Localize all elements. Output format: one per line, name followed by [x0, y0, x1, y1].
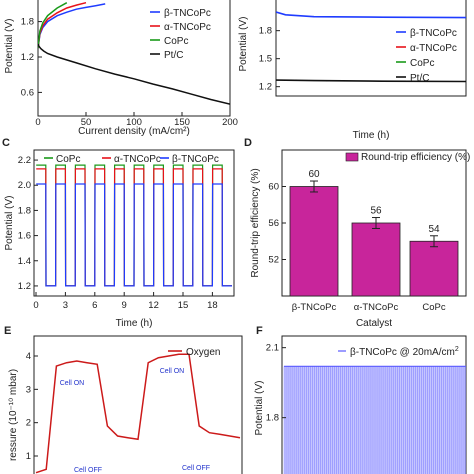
panel-c-xtick-label-6: 18	[207, 300, 218, 311]
panel-c-letter: C	[2, 137, 10, 149]
panel-b-series-line-0	[276, 11, 466, 19]
panel-a-legend-label-1: α-TNCoPc	[164, 22, 211, 33]
panel-f-ytick-label-2: 2.1	[266, 343, 279, 354]
panel-e-annotation-2: Cell OFF	[74, 467, 102, 474]
panel-c-ytick-label-1: 1.4	[18, 256, 31, 267]
panel-e-letter: E	[4, 325, 11, 337]
panel-e-ylabel: ressure (10⁻¹⁰ mbar)	[8, 369, 19, 461]
panel-c-series-line-2	[36, 183, 232, 287]
panel-b-ytick-label-1: 1.5	[259, 54, 272, 65]
panel-d-category-label-0: β-TNCoPc	[292, 302, 337, 313]
panel-a-xlabel: Current density (mA/cm²)	[78, 126, 190, 137]
panel-a-ylabel: Potential (V)	[4, 18, 15, 73]
panel-d-value-label-0: 60	[308, 169, 320, 180]
panel-c-ytick-label-4: 2.0	[18, 180, 31, 191]
panel-b-legend-label-1: α-TNCoPc	[410, 43, 457, 54]
panel-f-legend-superscript: 2	[455, 346, 459, 353]
panel-c-xlabel: Time (h)	[116, 318, 153, 329]
panel-b: 1.2 1.5 1.8 β-TNCoPc α-TNCoPc CoPc Pt/C Time …	[238, 0, 467, 141]
panel-e-annotation-1: Cell ON	[160, 368, 185, 375]
panel-c-ytick-label-0: 1.2	[18, 281, 31, 292]
panel-f-letter: F	[256, 325, 263, 337]
panel-d-ytick-label-1: 56	[268, 218, 279, 229]
panel-a-xtick-label-3: 150	[174, 117, 190, 128]
panel-b-legend-label-2: CoPc	[410, 58, 434, 69]
panel-f-ytick-label-1: 1.8	[266, 413, 279, 424]
panel-b-ylabel: Potential (V)	[238, 16, 249, 71]
panel-c-xtick-label-5: 15	[178, 300, 189, 311]
panel-a-xtick-label-2: 100	[126, 117, 142, 128]
panel-b-ytick-label-0: 1.2	[259, 82, 272, 93]
panel-f-ylabel: Potential (V)	[254, 380, 265, 435]
panel-c-legend-label-2: β-TNCoPc	[172, 154, 219, 165]
panel-b-ytick-label-2: 1.8	[259, 26, 272, 37]
panel-c-legend-label-0: CoPc	[56, 154, 80, 165]
panel-c-ytick-label-3: 1.8	[18, 205, 31, 216]
panel-c-legend-label-1: α-TNCoPc	[114, 154, 161, 165]
panel-a-ytick-label-1: 1.2	[21, 52, 34, 63]
panel-c-xtick-label-0: 0	[33, 300, 38, 311]
panel-f-legend-label: β-TNCoPc @ 20mA/cm2	[350, 346, 459, 358]
panel-a-xtick-label-1: 50	[81, 117, 92, 128]
panel-e-oxygen-line	[35, 353, 241, 474]
panel-a-legend-label-0: β-TNCoPc	[164, 8, 211, 19]
panel-c-xtick-label-3: 9	[122, 300, 127, 311]
panel-b-xlabel: Time (h)	[353, 130, 390, 141]
panel-c-xtick-label-4: 12	[148, 300, 159, 311]
panel-c-ytick-label-2: 1.6	[18, 231, 31, 242]
panel-e-ytick-label-0: 1	[26, 451, 31, 462]
panel-d-ylabel: Round-trip efficiency (%)	[250, 168, 261, 277]
panel-e-ytick-label-2: 3	[26, 384, 31, 395]
panel-b-legend-label-0: β-TNCoPc	[410, 28, 457, 39]
panel-d-bar-1	[351, 222, 401, 297]
panel-c-ylabel: Potential (V)	[4, 195, 15, 250]
panel-e-annotation-3: Cell OFF	[182, 465, 210, 472]
panel-a-series-line-2	[38, 2, 68, 49]
panel-a-ytick-label-0: 0.6	[21, 87, 34, 98]
panel-b-frame	[275, 0, 467, 97]
panel-d-value-label-1: 56	[370, 206, 382, 217]
panel-d-legend-label: Round-trip efficiency (%)	[361, 152, 470, 163]
panel-a-xtick-label-0: 0	[35, 117, 40, 128]
panel-e-legend-label: Oxygen	[186, 347, 220, 358]
panel-e-frame	[33, 335, 243, 474]
panel-d: D 60 β-TNCoPc 56 α-TNCoPc 54 CoPc 52 56 60 Roun…	[244, 137, 470, 329]
panel-d-category-label-1: α-TNCoPc	[354, 302, 399, 313]
panel-d-bar-2	[409, 240, 459, 297]
panel-c-xtick-label-1: 3	[63, 300, 68, 311]
panel-a-series-line-3	[38, 43, 230, 105]
panel-a-legend-label-3: Pt/C	[164, 50, 183, 61]
panel-d-bar-0	[289, 186, 339, 297]
panel-e-ytick-label-1: 2	[26, 418, 31, 429]
panel-d-legend-swatch	[345, 152, 359, 162]
panel-d-category-label-2: CoPc	[422, 302, 445, 313]
panel-a-legend-label-2: CoPc	[164, 36, 188, 47]
panel-c-xtick-label-2: 6	[92, 300, 97, 311]
panel-d-value-label-2: 54	[428, 224, 440, 235]
panel-c-ytick-label-5: 2.2	[18, 155, 31, 166]
panel-e-annotation-0: Cell ON	[60, 380, 85, 387]
panel-c-frame	[33, 149, 235, 297]
panel-d-ytick-label-0: 52	[268, 255, 279, 266]
panel-a-ytick-label-2: 1.8	[21, 17, 34, 28]
panel-a-series-line-0	[38, 3, 106, 49]
panel-e-ytick-label-3: 4	[26, 351, 31, 362]
panel-c: C 0 3 6 9 12 15 18 1.2 1.4 1.6 1.8 2.0 2.2 CoPc α-TNC…	[2, 137, 235, 329]
panel-f: F 1.8 2.1 β-TNCoPc @ 20mA/cm2 Potential (…	[254, 325, 467, 474]
panel-b-legend-label-3: Pt/C	[410, 73, 429, 84]
panel-e: E 1 2 3 4 Oxygen Cell ON Cell ON Cell OFF Cell…	[4, 325, 243, 474]
panel-a-xtick-label-4: 200	[222, 117, 238, 128]
panel-b-series-line-3	[276, 79, 466, 83]
panel-d-ytick-label-2: 60	[268, 182, 279, 193]
panel-d-xlabel: Catalyst	[356, 318, 392, 329]
panel-a: 0 50 100 150 200 0.6 1.2 1.8 β-TNCoPc α-TNCoPc Co…	[4, 0, 238, 137]
panel-d-letter: D	[244, 137, 252, 149]
